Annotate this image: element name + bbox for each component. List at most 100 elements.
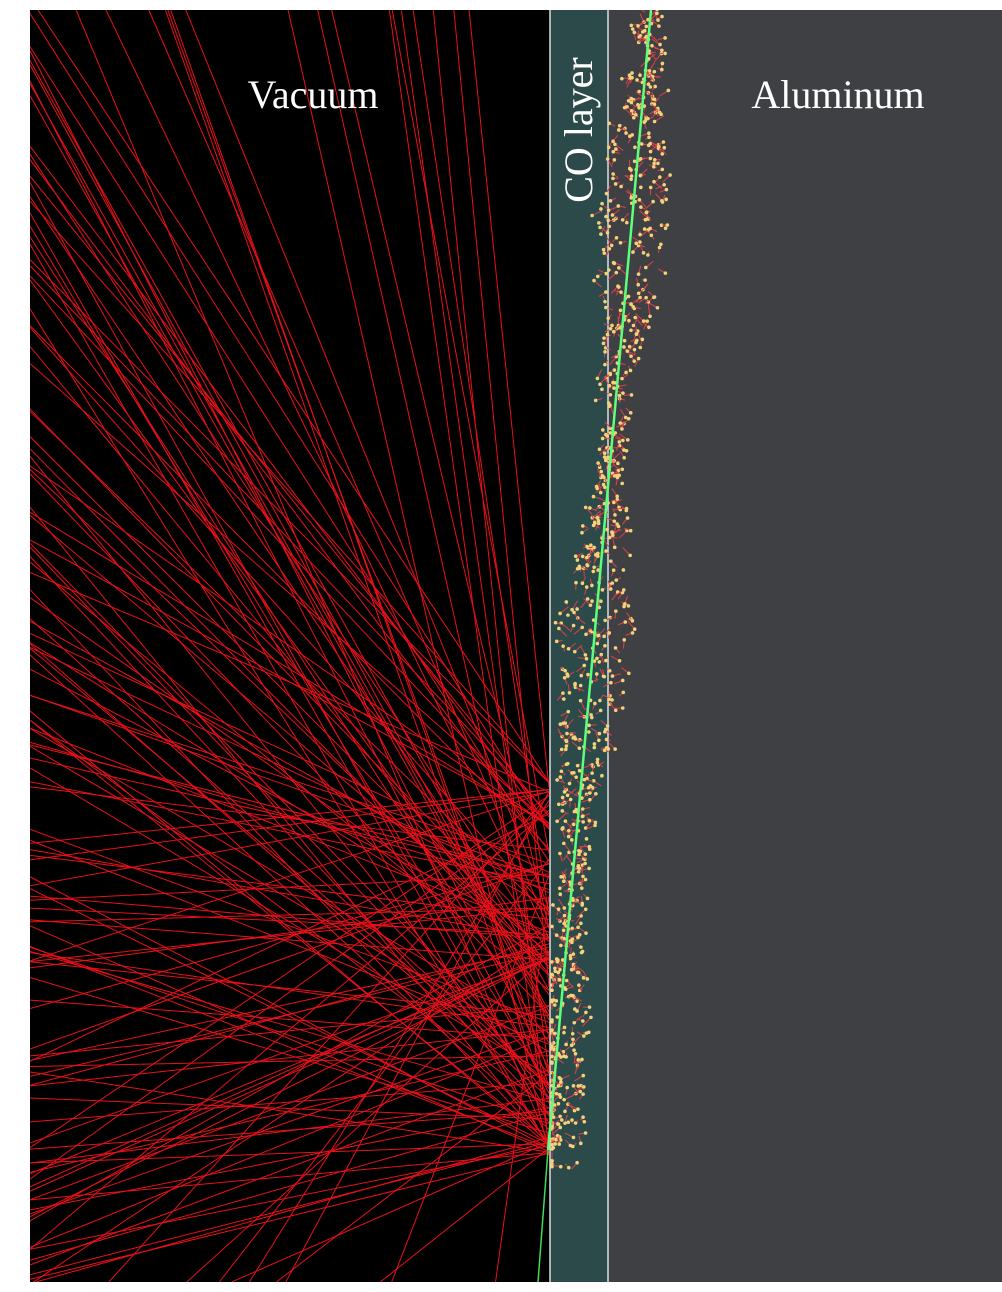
scatter-track: [30, 95, 550, 1021]
cascade-hit: [557, 977, 562, 982]
cascade-hit: [553, 1003, 557, 1007]
cascade-hit: [613, 747, 617, 751]
scatter-track: [35, 1136, 550, 1282]
cascade-hit: [632, 347, 637, 352]
cascade-hit: [553, 966, 557, 971]
cascade-track: [613, 322, 622, 333]
cascade-hit: [620, 481, 625, 486]
cascade-hit: [586, 672, 590, 677]
cascade-hit: [616, 524, 621, 529]
cascade-hit: [630, 631, 635, 635]
cascade-hit: [609, 243, 614, 248]
cascade-hit: [550, 1061, 554, 1065]
cascade-hit: [558, 892, 563, 896]
cascade-hit: [647, 135, 651, 139]
cascade-hit: [577, 852, 581, 857]
cascade-hit: [646, 116, 650, 121]
primary-beam: [546, 9, 653, 1151]
cascade-hit: [579, 945, 583, 949]
scatter-track: [30, 791, 550, 887]
scatter-track: [30, 1005, 550, 1201]
cascade-hit: [656, 18, 660, 22]
cascade-hit: [636, 272, 641, 276]
cascade-hit: [636, 282, 641, 287]
cascade-hit: [596, 633, 601, 638]
cascade-hit: [561, 928, 566, 933]
scatter-track: [30, 957, 550, 1144]
cascade-hit: [570, 1118, 574, 1122]
cascade-track: [558, 731, 567, 741]
cascade-hit: [557, 886, 562, 891]
cascade-hit: [580, 807, 585, 811]
cascade-hit: [632, 30, 637, 35]
cascade-hit: [591, 569, 596, 574]
cascade-hit: [619, 290, 623, 294]
cascade-hit: [655, 11, 659, 16]
cascade-hit: [576, 1107, 580, 1111]
cascade-hit: [628, 134, 632, 139]
scatter-track: [30, 556, 550, 1115]
cascade-track: [595, 484, 604, 494]
cascade-hit: [587, 730, 591, 734]
cascade-hit: [564, 762, 569, 767]
cascade-hit: [575, 763, 580, 768]
scatter-track: [30, 236, 550, 1044]
cascade-hit: [565, 1085, 569, 1090]
cascade-hit: [590, 715, 594, 720]
cascade-hit: [624, 131, 628, 135]
scatter-track: [30, 1141, 550, 1276]
scatter-track: [30, 1081, 550, 1123]
cascade-hit: [605, 724, 610, 728]
scatter-track: [30, 767, 550, 1077]
cascade-hit: [568, 939, 573, 943]
cascade-hit: [590, 583, 594, 588]
scatter-track: [30, 514, 550, 954]
cascade-hit: [576, 935, 580, 940]
cascade-track: [571, 1036, 581, 1046]
cascade-hit: [570, 838, 574, 842]
cascade-hit: [638, 295, 642, 300]
cascade-hit: [584, 837, 589, 841]
cascade-hit: [597, 447, 602, 452]
cascade-hit: [640, 337, 645, 342]
cascade-hit: [550, 1137, 554, 1142]
cascade-hit: [629, 96, 634, 101]
cascade-hit: [571, 1084, 576, 1088]
cascade-hit: [561, 879, 566, 883]
cascade-hit: [637, 35, 641, 39]
cascade-hit: [660, 67, 664, 72]
cascade-hit: [629, 302, 633, 307]
cascade-hit: [558, 919, 562, 923]
cascade-hit: [601, 428, 605, 432]
scatter-track: [30, 745, 550, 1053]
scatter-track: [391, 874, 550, 1282]
cascade-hit: [551, 903, 555, 907]
cascade-hit: [611, 149, 616, 154]
cascade-hit: [579, 950, 584, 955]
cascade-hit: [553, 1142, 557, 1146]
cascade-hit: [558, 722, 563, 727]
cascade-hit: [590, 599, 594, 603]
cascade-hit: [558, 1125, 563, 1130]
cascade-hit: [614, 578, 619, 582]
cascade-hit: [658, 42, 662, 47]
cascade-hit: [609, 680, 613, 685]
cascade-hit: [598, 698, 602, 703]
cascade-hit: [552, 1103, 557, 1107]
cascade-hit: [587, 723, 591, 728]
cascade-hit: [564, 747, 568, 752]
cascade-hit: [558, 1164, 563, 1169]
cascade-hit: [648, 85, 653, 89]
scatter-track: [331, 10, 550, 928]
cascade-hit: [571, 1135, 576, 1140]
cascade-hit: [624, 220, 629, 225]
cascade-hit: [582, 1034, 586, 1038]
cascade-hit: [627, 166, 632, 171]
cascade-hit: [585, 563, 590, 568]
cascade-hit: [629, 174, 634, 178]
cascade-hit: [630, 27, 635, 31]
cascade-hit: [593, 553, 598, 557]
cascade-hit: [565, 793, 570, 798]
cascade-hit: [639, 142, 644, 146]
